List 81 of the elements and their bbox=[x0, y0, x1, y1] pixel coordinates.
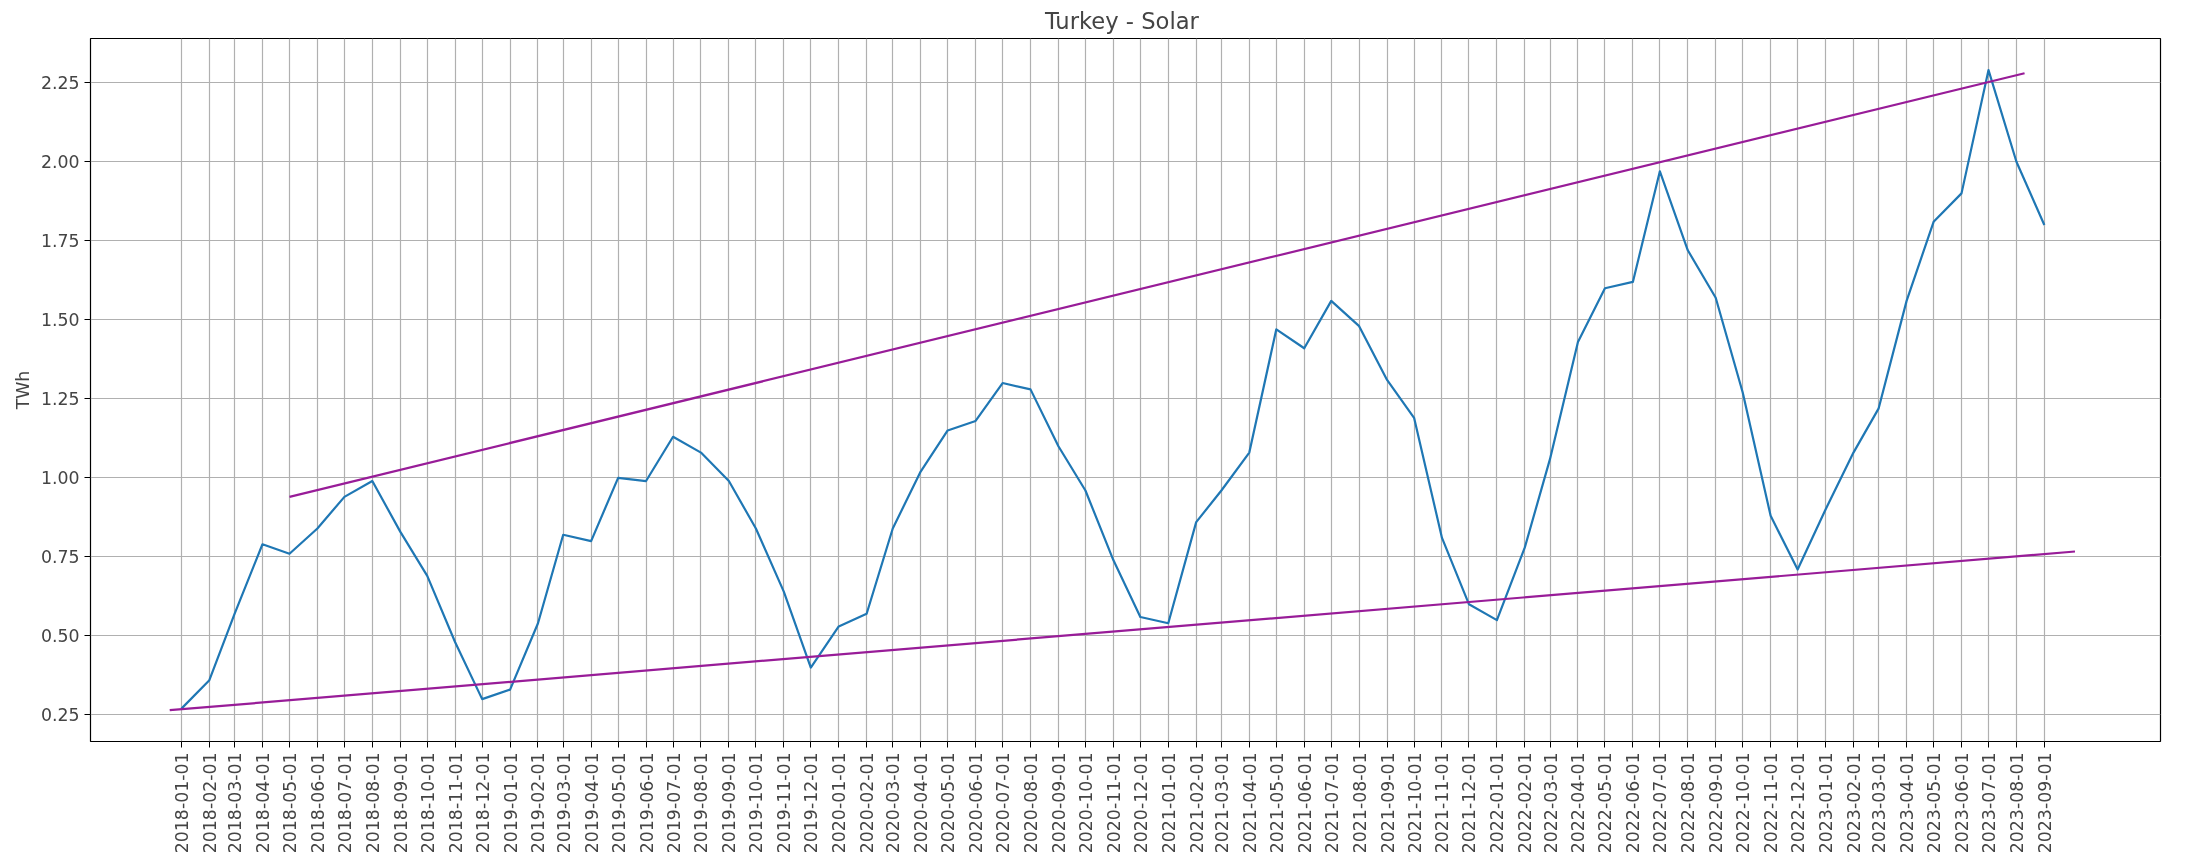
x-tick-label: 2018-07-01 bbox=[334, 752, 355, 854]
x-tick-label: 2023-08-01 bbox=[2006, 752, 2027, 854]
x-tick-label: 2023-01-01 bbox=[1816, 752, 1837, 854]
x-tick-label: 2018-04-01 bbox=[252, 752, 273, 854]
x-tick-label: 2022-02-01 bbox=[1515, 752, 1536, 854]
x-tick-label: 2018-05-01 bbox=[279, 752, 300, 854]
x-tick-label: 2022-11-01 bbox=[1761, 752, 1782, 854]
x-tick-label: 2021-09-01 bbox=[1377, 752, 1398, 854]
x-tick-label: 2021-04-01 bbox=[1239, 752, 1260, 854]
x-tick-label: 2022-04-01 bbox=[1568, 752, 1589, 854]
x-tick-label: 2022-08-01 bbox=[1678, 752, 1699, 854]
x-tick-label: 2018-06-01 bbox=[307, 752, 328, 854]
x-tick-label: 2021-07-01 bbox=[1321, 752, 1342, 854]
x-tick-label: 2021-10-01 bbox=[1404, 752, 1425, 854]
x-tick-label: 2022-05-01 bbox=[1595, 752, 1616, 854]
x-tick-label: 2020-04-01 bbox=[911, 752, 932, 854]
x-tick-label: 2019-07-01 bbox=[663, 752, 684, 854]
x-tick-label: 2021-02-01 bbox=[1186, 752, 1207, 854]
x-tick-label: 2023-07-01 bbox=[1979, 752, 2000, 854]
y-tick-label: 2.25 bbox=[40, 73, 80, 94]
x-tick-label: 2018-09-01 bbox=[390, 752, 411, 854]
x-tick-label: 2020-02-01 bbox=[857, 752, 878, 854]
x-tick-label: 2019-06-01 bbox=[636, 752, 657, 854]
x-tick-label: 2021-01-01 bbox=[1158, 752, 1179, 854]
x-tick-label: 2022-09-01 bbox=[1706, 752, 1727, 854]
x-tick-label: 2023-03-01 bbox=[1869, 752, 1890, 854]
x-tick-label: 2019-04-01 bbox=[581, 752, 602, 854]
y-tick-label: 1.25 bbox=[40, 389, 80, 410]
y-axis-title: TWh bbox=[12, 370, 33, 411]
x-tick-label: 2022-06-01 bbox=[1623, 752, 1644, 854]
x-tick-label: 2021-06-01 bbox=[1294, 752, 1315, 854]
x-tick-label: 2019-11-01 bbox=[774, 752, 795, 854]
y-tick-label: 0.75 bbox=[40, 547, 80, 568]
x-tick-label: 2021-11-01 bbox=[1432, 752, 1453, 854]
x-tick-label: 2023-06-01 bbox=[1952, 752, 1973, 854]
line-series bbox=[180, 69, 2046, 710]
x-tick-label: 2020-11-01 bbox=[1103, 752, 1124, 854]
x-tick-label: 2020-05-01 bbox=[938, 752, 959, 854]
x-tick-label: 2018-11-01 bbox=[445, 752, 466, 854]
x-tick-label: 2019-09-01 bbox=[719, 752, 740, 854]
x-tick-label: 2023-05-01 bbox=[1924, 752, 1945, 854]
x-tick-label: 2022-03-01 bbox=[1540, 752, 1561, 854]
x-tick-label: 2021-12-01 bbox=[1459, 752, 1480, 854]
x-tick-label: 2019-02-01 bbox=[528, 752, 549, 854]
x-tick-label: 2020-08-01 bbox=[1021, 752, 1042, 854]
x-tick-label: 2019-10-01 bbox=[746, 752, 767, 854]
x-tick-label: 2023-02-01 bbox=[1843, 752, 1864, 854]
y-tick-label: 1.75 bbox=[40, 231, 80, 252]
x-tick-label: 2019-08-01 bbox=[691, 752, 712, 854]
x-tick-label: 2022-07-01 bbox=[1650, 752, 1671, 854]
x-tick-label: 2020-07-01 bbox=[993, 752, 1014, 854]
x-tick-label: 2022-12-01 bbox=[1788, 752, 1809, 854]
x-tick-label: 2018-12-01 bbox=[472, 752, 493, 854]
y-tick-label: 0.50 bbox=[40, 626, 80, 647]
x-tick-label: 2020-01-01 bbox=[829, 752, 850, 854]
x-tick-label: 2018-03-01 bbox=[225, 752, 246, 854]
x-tick-label: 2021-05-01 bbox=[1266, 752, 1287, 854]
x-tick-label: 2019-01-01 bbox=[500, 752, 521, 854]
x-tick-label: 2020-12-01 bbox=[1130, 752, 1151, 854]
x-tick-label: 2019-03-01 bbox=[553, 752, 574, 854]
x-tick-label: 2018-08-01 bbox=[362, 752, 383, 854]
y-tick-label: 1.50 bbox=[40, 310, 80, 331]
y-tick-label: 2.00 bbox=[40, 152, 80, 173]
x-tick-label: 2023-09-01 bbox=[2034, 752, 2055, 854]
x-tick-label: 2018-01-01 bbox=[171, 752, 192, 854]
x-tick-label: 2022-01-01 bbox=[1487, 752, 1508, 854]
chart-title: Turkey - Solar bbox=[1043, 7, 1200, 34]
x-tick-label: 2018-02-01 bbox=[199, 752, 220, 854]
y-tick-label: 0.25 bbox=[40, 705, 80, 726]
x-tick-label: 2020-06-01 bbox=[966, 752, 987, 854]
x-tick-label: 2020-03-01 bbox=[883, 752, 904, 854]
x-tick-label: 2019-05-01 bbox=[608, 752, 629, 854]
x-tick-label: 2020-09-01 bbox=[1048, 752, 1069, 854]
x-tick-label: 2021-03-01 bbox=[1211, 752, 1232, 854]
y-tick-label: 1.00 bbox=[40, 468, 80, 489]
x-tick-label: 2020-10-01 bbox=[1075, 752, 1096, 854]
x-tick-label: 2019-12-01 bbox=[801, 752, 822, 854]
x-tick-label: 2021-08-01 bbox=[1349, 752, 1370, 854]
x-tick-label: 2018-10-01 bbox=[417, 752, 438, 854]
x-tick-label: 2022-10-01 bbox=[1733, 752, 1754, 854]
x-tick-label: 2023-04-01 bbox=[1897, 752, 1918, 854]
